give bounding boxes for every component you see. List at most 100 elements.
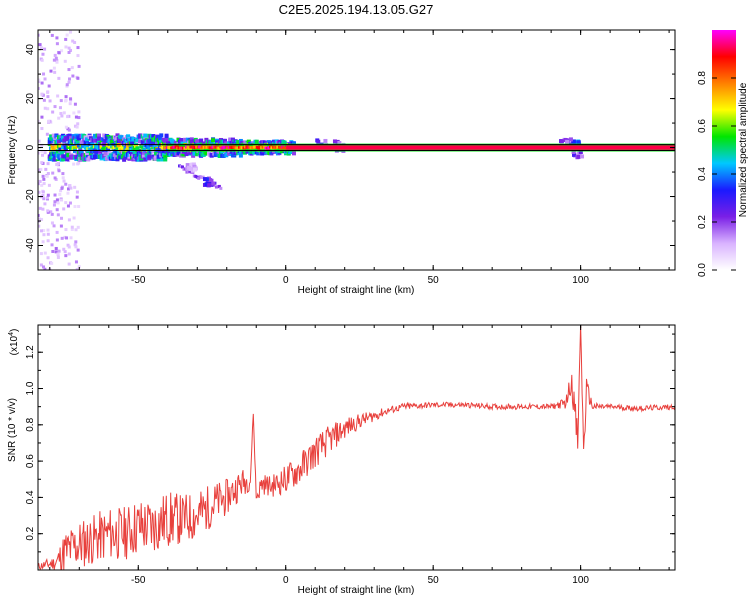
y-tick-label: -20 [25, 189, 36, 204]
x-axis-label: Height of straight line (km) [298, 285, 415, 296]
heatmap-cell [63, 145, 68, 150]
heatmap-cell [205, 180, 210, 185]
heatmap-cell [213, 153, 218, 158]
heatmap-cell [160, 157, 165, 162]
heatmap-cell [153, 151, 158, 156]
heatmap-cell [63, 250, 67, 254]
heatmap-cell [53, 53, 57, 57]
heatmap-cell [50, 143, 55, 148]
heatmap-cell [76, 46, 80, 50]
heatmap-cell [229, 149, 234, 154]
chart-title: C2E5.2025.194.13.05.G27 [279, 2, 434, 17]
heatmap-cell [70, 66, 74, 70]
heatmap-cell [43, 47, 47, 51]
heatmap-cell [266, 140, 271, 145]
heatmap-cell [92, 138, 97, 143]
heatmap-cell [40, 127, 44, 131]
heatmap-cell [144, 151, 149, 156]
heatmap-cell [41, 52, 45, 56]
heatmap-cell [44, 167, 48, 171]
heatmap-cell [77, 64, 81, 68]
x-tick-label: 0 [283, 575, 289, 586]
heatmap-cell [68, 77, 72, 81]
heatmap-cell [224, 141, 229, 146]
heatmap-cell [92, 133, 97, 138]
heatmap-cell [69, 236, 73, 240]
heatmap-cell [65, 137, 70, 142]
heatmap-cell [69, 186, 73, 190]
heatmap-cell [46, 228, 50, 232]
heatmap-cell [74, 245, 78, 249]
heatmap-cell [55, 208, 59, 212]
heatmap-cell [66, 191, 70, 195]
heatmap-cell [55, 198, 59, 202]
heatmap-cell [60, 198, 64, 202]
heatmap-cell [111, 156, 116, 161]
heatmap-cell [55, 36, 59, 40]
heatmap-cell [56, 252, 60, 256]
y-tick-label: 1.2 [25, 345, 36, 359]
heatmap-cell [76, 136, 81, 141]
heatmap-cell [52, 224, 56, 228]
heatmap-cell [43, 267, 47, 270]
heatmap-cell [66, 150, 71, 155]
heatmap-cell [217, 153, 222, 158]
y-axis-ticks: -40 -20 0 20 40 [25, 44, 675, 271]
heatmap-cell [98, 149, 103, 154]
heatmap-cell [55, 162, 59, 166]
heatmap-cell [107, 151, 112, 156]
heatmap-cell [76, 54, 80, 58]
heatmap-cell [138, 139, 143, 144]
heatmap-cell [191, 153, 196, 158]
heatmap-cell [64, 201, 68, 205]
heatmap-cell [38, 86, 40, 90]
heatmap-cell [153, 153, 158, 158]
heatmap-cell [75, 195, 79, 199]
colorbar-tick-label: 0.2 [697, 215, 708, 229]
colorbar-tick-label: 0.0 [697, 263, 708, 277]
heatmap-cell [104, 145, 109, 150]
heatmap-cell [74, 228, 78, 232]
colorbar-gradient [712, 30, 736, 270]
heatmap-cell [65, 236, 69, 240]
heatmap-cell [138, 134, 143, 139]
heatmap-cell [50, 221, 54, 225]
heatmap-cell [130, 152, 135, 157]
heatmap-cell [245, 149, 250, 154]
heatmap-cell [50, 33, 54, 37]
heatmap-cell [40, 92, 44, 96]
heatmap-cell [96, 136, 101, 141]
heatmap-cell [76, 143, 81, 148]
heatmap-cell [103, 151, 108, 156]
heatmap-cell [51, 133, 56, 138]
heatmap-cell [67, 46, 71, 50]
colorbar: 0.0 0.2 0.4 0.6 0.8 Normalized spectral ampl… [697, 30, 749, 277]
heatmap-cell [147, 145, 152, 150]
heatmap-cell [157, 136, 162, 141]
heatmap-cell [211, 181, 216, 186]
heatmap-cell [151, 141, 156, 146]
heatmap-cell [119, 135, 124, 140]
spectrogram-frame [37, 29, 676, 271]
heatmap-cell [41, 240, 45, 244]
x-tick-label: 100 [572, 275, 589, 286]
heatmap-cell [238, 153, 243, 158]
heatmap-cell [57, 249, 61, 253]
heatmap-cell [43, 151, 47, 155]
heatmap-cell [163, 157, 168, 162]
heatmap-cell [70, 143, 75, 148]
heatmap-cell [164, 133, 169, 138]
x-axis-label: Height of straight line (km) [298, 585, 415, 596]
heatmap-cell [60, 216, 64, 220]
heatmap-cell [73, 149, 78, 154]
heatmap-cell [56, 94, 60, 98]
heatmap-cell [118, 138, 123, 143]
heatmap-cell [57, 169, 61, 173]
heatmap-cell [202, 177, 207, 182]
x-axis-ticks: -50 0 50 100 [49, 325, 670, 586]
heatmap-cell [104, 156, 109, 161]
heatmap-cell [40, 81, 44, 85]
heatmap-cell [38, 119, 40, 123]
heatmap-cell [55, 60, 59, 64]
heatmap-cell [62, 111, 66, 115]
